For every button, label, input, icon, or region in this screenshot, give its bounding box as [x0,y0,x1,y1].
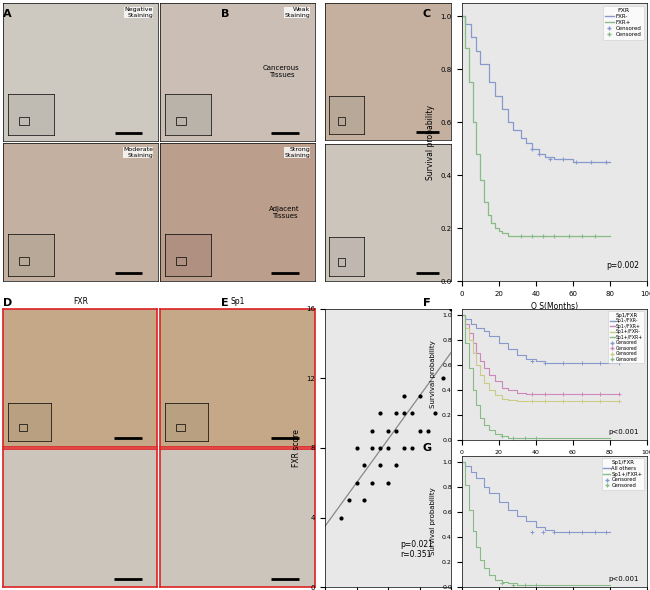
Text: Cancerous
Tissues: Cancerous Tissues [263,65,300,78]
Text: FXR: FXR [73,297,88,306]
Y-axis label: Survival probability: Survival probability [430,487,436,555]
Point [398,408,409,418]
Text: Sp1: Sp1 [230,297,245,306]
Text: Weak
Staining: Weak Staining [284,7,310,18]
Point [438,373,448,383]
Point [383,478,393,487]
Point [343,496,354,505]
Text: p<0.001: p<0.001 [609,429,640,435]
Text: Negative
Staining: Negative Staining [125,7,153,18]
Point [352,478,362,487]
Point [422,426,433,435]
Text: Adjacent
Tissues: Adjacent Tissues [269,206,300,219]
Point [335,513,346,522]
Point [352,443,362,453]
Text: A: A [3,9,12,19]
Y-axis label: Survival probability: Survival probability [430,340,436,408]
Point [398,443,409,453]
Y-axis label: Survival probability: Survival probability [426,104,435,179]
Point [359,496,370,505]
Point [446,304,456,314]
Point [383,443,393,453]
Text: E: E [221,298,229,308]
Point [375,408,385,418]
Text: F: F [422,298,430,308]
Text: Moderate
Staining: Moderate Staining [123,147,153,158]
X-axis label: O S(Months): O S(Months) [530,302,578,312]
Text: p<0.001: p<0.001 [609,576,640,582]
Text: B: B [221,9,229,19]
Text: F: F [422,298,430,308]
Point [375,461,385,470]
Point [430,408,441,418]
Text: p=0.002: p=0.002 [606,261,640,270]
Point [359,461,370,470]
Y-axis label: FXR score: FXR score [292,429,301,467]
Point [415,426,425,435]
Point [415,391,425,401]
Point [391,461,401,470]
Legend: Sp1-/FXR-, Sp1-/FXR+, Sp1+/FXR-, Sp1+/FXR+, Censored, Censored, Censored, Censor: Sp1-/FXR-, Sp1-/FXR+, Sp1+/FXR-, Sp1+/FX… [608,311,644,363]
Point [383,426,393,435]
Point [367,426,378,435]
Point [391,408,401,418]
Text: C: C [422,9,430,19]
Point [407,408,417,418]
X-axis label: O S(Months): O S(Months) [532,460,576,467]
Point [375,443,385,453]
Text: G: G [422,443,432,453]
Text: Strong
Staining: Strong Staining [284,147,310,158]
Point [367,478,378,487]
Point [398,391,409,401]
Point [407,443,417,453]
Text: p=0.021
r=0.351: p=0.021 r=0.351 [401,540,434,559]
Legend: All others, Sp1+/FXR+, Censored, Censored: All others, Sp1+/FXR+, Censored, Censore… [602,458,644,490]
Legend: FXR-, FXR+, Censored, Censored: FXR-, FXR+, Censored, Censored [603,6,644,40]
Text: D: D [3,298,12,308]
Point [391,426,401,435]
Point [367,443,378,453]
